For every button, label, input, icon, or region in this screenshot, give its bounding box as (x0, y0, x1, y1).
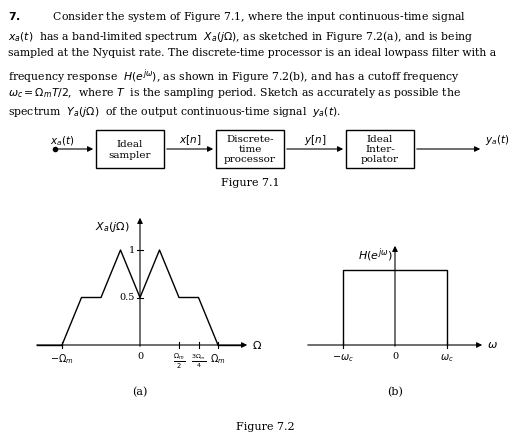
Text: Ideal: Ideal (117, 140, 143, 149)
Text: $\Omega$: $\Omega$ (252, 339, 262, 351)
Text: processor: processor (224, 154, 276, 164)
Text: polator: polator (361, 154, 399, 164)
Text: 0.5: 0.5 (120, 293, 135, 302)
Text: $x[n]$: $x[n]$ (179, 133, 201, 147)
Text: Figure 7.1: Figure 7.1 (220, 178, 279, 188)
Text: (a): (a) (132, 387, 148, 397)
Text: $y[n]$: $y[n]$ (304, 133, 326, 147)
Text: $\frac{\Omega_m}{2}$: $\frac{\Omega_m}{2}$ (173, 352, 185, 371)
Text: spectrum  $Y_a(j\Omega)$  of the output continuous-time signal  $y_a(t)$.: spectrum $Y_a(j\Omega)$ of the output co… (8, 105, 341, 119)
Text: $x_a(t)$  has a band-limited spectrum  $X_a(j\Omega)$, as sketched in Figure 7.2: $x_a(t)$ has a band-limited spectrum $X_… (8, 29, 473, 44)
Text: $y_a(t)$: $y_a(t)$ (485, 133, 510, 147)
Text: 0: 0 (392, 352, 398, 361)
Text: Inter-: Inter- (365, 144, 395, 153)
Text: 1: 1 (129, 245, 135, 255)
Text: sampler: sampler (109, 150, 151, 160)
Bar (346, 130, 414, 168)
Text: $\mathbf{7.}$         Consider the system of Figure 7.1, where the input continu: $\mathbf{7.}$ Consider the system of Fig… (8, 10, 466, 24)
Text: Figure 7.2: Figure 7.2 (236, 422, 294, 432)
Text: Discrete-: Discrete- (226, 134, 274, 143)
Text: $\frac{3\Omega_m}{4}$: $\frac{3\Omega_m}{4}$ (191, 352, 206, 370)
Text: $-\Omega_m$: $-\Omega_m$ (50, 352, 74, 366)
Text: $x_a(t)$: $x_a(t)$ (50, 134, 74, 148)
Text: $X_a(j\Omega)$: $X_a(j\Omega)$ (95, 220, 129, 234)
Bar (216, 130, 284, 168)
Text: $\Omega_m$: $\Omega_m$ (210, 352, 226, 366)
Text: Ideal: Ideal (367, 134, 393, 143)
Text: 0: 0 (137, 352, 143, 361)
Text: $\omega_c = \Omega_m T/2$,  where $T$  is the sampling period. Sketch as accurat: $\omega_c = \Omega_m T/2$, where $T$ is … (8, 86, 461, 100)
Text: time: time (238, 144, 262, 153)
Text: $\omega$: $\omega$ (487, 340, 498, 350)
Bar (96, 130, 164, 168)
Text: (b): (b) (387, 387, 403, 397)
Text: $-\omega_c$: $-\omega_c$ (332, 352, 354, 364)
Text: $\omega_c$: $\omega_c$ (440, 352, 454, 364)
Text: frequency response  $H(e^{j\omega})$, as shown in Figure 7.2(b), and has a cutof: frequency response $H(e^{j\omega})$, as … (8, 67, 460, 85)
Text: sampled at the Nyquist rate. The discrete-time processor is an ideal lowpass fil: sampled at the Nyquist rate. The discret… (8, 48, 496, 58)
Text: $H(e^{j\omega})$: $H(e^{j\omega})$ (358, 246, 392, 264)
